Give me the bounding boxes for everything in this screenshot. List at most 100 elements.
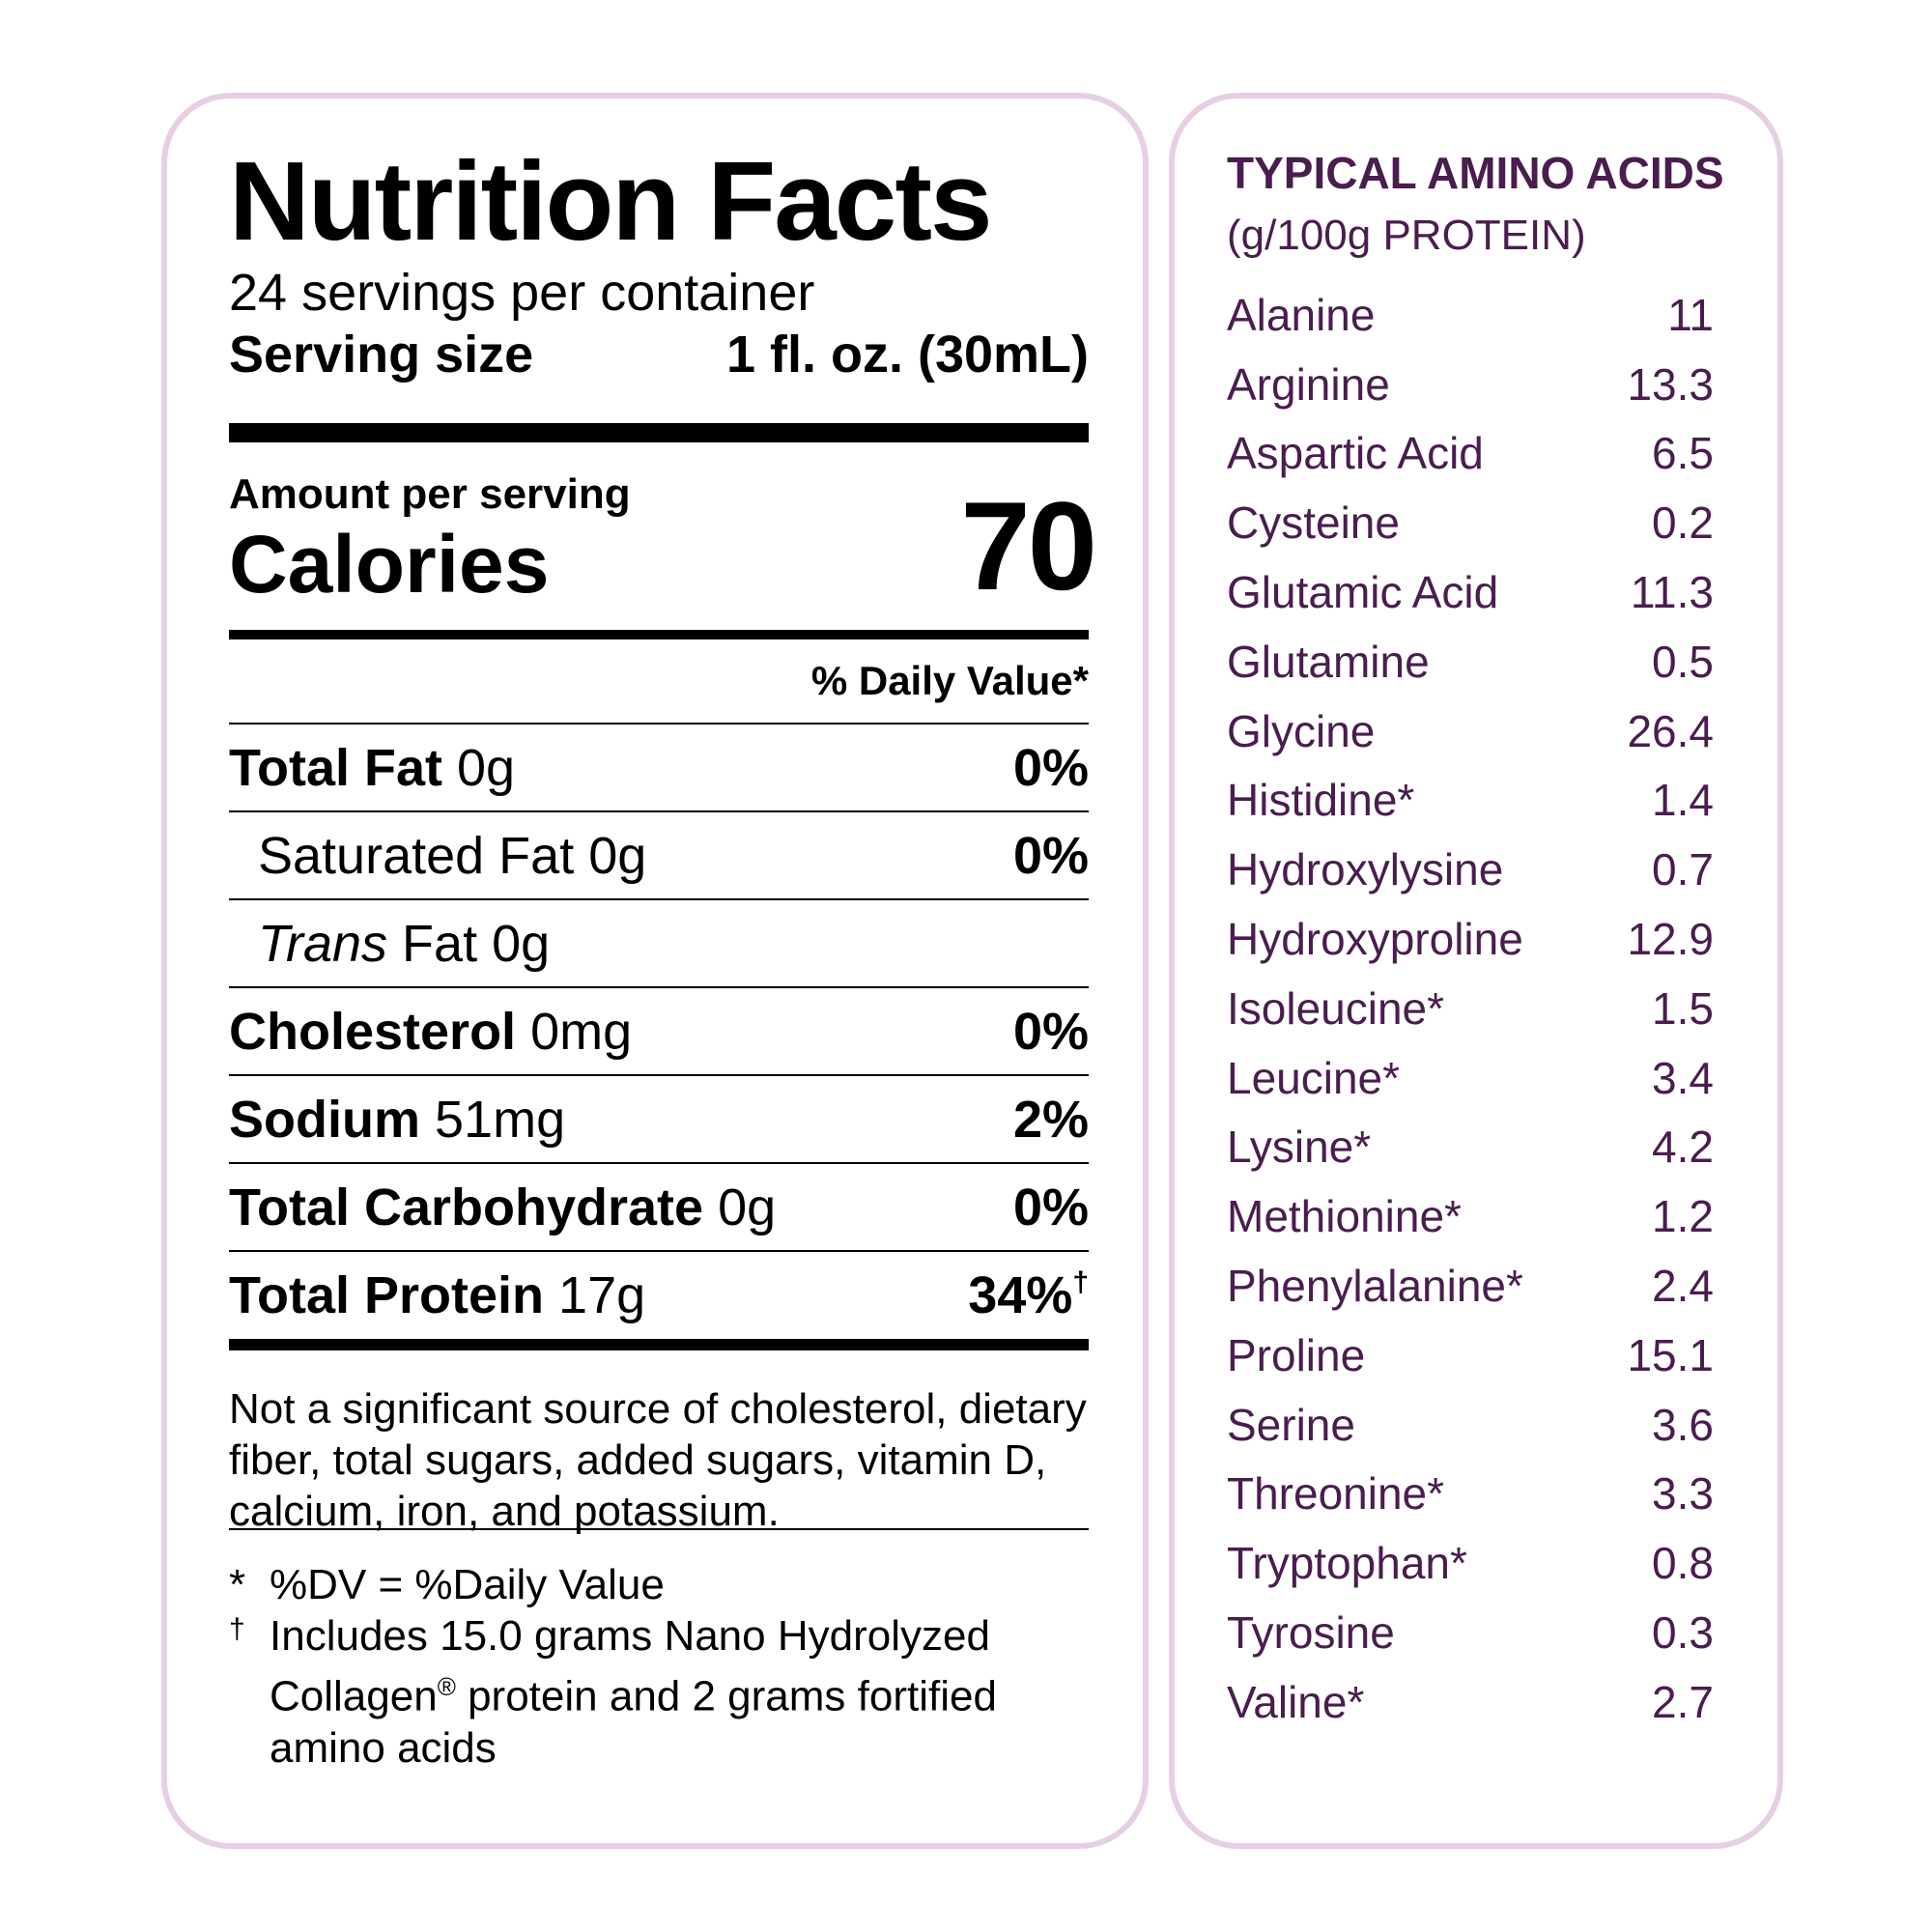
amino-acid-name: Tyrosine <box>1227 1607 1395 1659</box>
amino-acid-row: Isoleucine* 1.5 <box>1227 974 1714 1043</box>
medium-divider <box>229 630 1089 639</box>
amino-acid-name: Phenylalanine* <box>1227 1261 1523 1312</box>
amino-acid-row: Glycine 26.4 <box>1227 696 1714 766</box>
amino-acid-name: Methionine* <box>1227 1191 1462 1242</box>
amino-acid-name: Isoleucine* <box>1227 982 1445 1034</box>
footnote-divider <box>229 1528 1089 1530</box>
row-divider <box>229 1250 1089 1252</box>
amino-acid-row: Valine* 2.7 <box>1227 1667 1714 1737</box>
amino-acid-row: Histidine* 1.4 <box>1227 766 1714 836</box>
dagger-mark: † <box>1072 1266 1089 1298</box>
nutrient-name: Total Fat <box>229 738 442 797</box>
amino-acid-row: Hydroxyproline 12.9 <box>1227 904 1714 974</box>
amino-acid-value: 0.3 <box>1652 1607 1714 1659</box>
amino-acid-row: Threonine* 3.3 <box>1227 1460 1714 1529</box>
amino-acid-name: Tryptophan* <box>1227 1538 1467 1589</box>
footnote-text: %DV = %Daily Value <box>270 1561 665 1608</box>
amino-acid-row: Serine 3.6 <box>1227 1390 1714 1460</box>
amino-acid-list: Alanine 11 Arginine 13.3 Aspartic Acid 6.5 Cys… <box>1227 280 1714 1737</box>
nutrient-amount: 0g <box>588 826 647 885</box>
nutrient-label: Cholesterol 0mg <box>229 1006 632 1058</box>
footnote-symbol: † <box>229 1613 245 1645</box>
nutrient-row: Sodium 51mg 2% <box>229 1076 1089 1162</box>
amino-acid-row: Leucine* 3.4 <box>1227 1043 1714 1113</box>
amino-acid-name: Arginine <box>1227 358 1390 410</box>
nutrient-row: Trans Fat 0g <box>229 900 1089 986</box>
row-divider <box>229 723 1089 724</box>
nutrient-name: Saturated Fat <box>258 826 575 885</box>
nutrient-label: Total Fat 0g <box>229 742 515 794</box>
amino-acid-name: Glycine <box>1227 705 1376 756</box>
amino-acid-row: Hydroxylysine 0.7 <box>1227 835 1714 904</box>
footnote-symbol: * <box>229 1561 246 1608</box>
daily-value-header: % Daily Value* <box>810 658 1089 703</box>
amino-acid-name: Aspartic Acid <box>1227 428 1484 479</box>
amino-acid-value: 6.5 <box>1652 428 1714 479</box>
amino-acid-value: 0.7 <box>1652 844 1714 895</box>
serving-size-value: 1 fl. oz. (30mL) <box>725 326 1089 384</box>
amino-acid-value: 2.7 <box>1652 1676 1714 1727</box>
nutrient-amount: 17g <box>558 1265 646 1324</box>
nutrient-row: Saturated Fat 0g 0% <box>229 812 1089 898</box>
amino-acids-title: TYPICAL AMINO ACIDS <box>1227 148 1724 198</box>
amino-acid-value: 0.5 <box>1652 636 1714 687</box>
amino-acid-name: Glutamic Acid <box>1227 567 1499 618</box>
amino-acid-value: 4.2 <box>1652 1122 1714 1173</box>
calories-value: 70 <box>960 475 1097 616</box>
amino-acid-row: Lysine* 4.2 <box>1227 1113 1714 1182</box>
amount-per-serving: Amount per serving <box>229 470 631 518</box>
amino-acid-name: Hydroxylysine <box>1227 844 1504 895</box>
amino-acid-row: Arginine 13.3 <box>1227 350 1714 419</box>
nutrient-daily-value: 0% <box>1013 742 1089 794</box>
footnote-dv: * %DV = %Daily Value <box>229 1559 1089 1610</box>
amino-acid-value: 1.4 <box>1652 775 1714 826</box>
footnote-text-part: protein and 2 grams fortified amino acid… <box>270 1672 997 1772</box>
nutrient-row: Cholesterol 0mg 0% <box>229 988 1089 1074</box>
amino-acids-panel: TYPICAL AMINO ACIDS (g/100g PROTEIN) Ala… <box>1169 93 1783 1849</box>
nutrient-row: Total Carbohydrate 0g 0% <box>229 1164 1089 1250</box>
nutrient-daily-value: 0% <box>1013 1181 1089 1234</box>
nutrient-amount: 0g <box>718 1178 777 1236</box>
amino-acid-value: 26.4 <box>1627 705 1714 756</box>
amino-acid-value: 1.5 <box>1652 982 1714 1034</box>
daily-value-percent: 0% <box>1012 738 1089 797</box>
daily-value-percent: 34% <box>968 1266 1073 1324</box>
amino-acids-subtitle: (g/100g PROTEIN) <box>1227 212 1586 259</box>
row-divider <box>229 898 1089 900</box>
amino-acid-value: 15.1 <box>1627 1329 1714 1380</box>
amino-acid-name: Leucine* <box>1227 1052 1401 1103</box>
nutrition-note: Not a significant source of cholesterol,… <box>229 1385 1087 1535</box>
row-divider <box>229 986 1089 988</box>
serving-size-row: Serving size 1 fl. oz. (30mL) <box>229 328 1089 381</box>
nutrient-amount: 0mg <box>530 1002 633 1061</box>
amino-acid-row: Glutamic Acid 11.3 <box>1227 557 1714 627</box>
amino-acid-value: 1.2 <box>1652 1191 1714 1242</box>
amino-acid-value: 3.3 <box>1652 1468 1714 1520</box>
amino-acid-name: Hydroxyproline <box>1227 914 1523 965</box>
thick-divider <box>229 423 1089 442</box>
nutrient-amount: 0g <box>457 738 516 797</box>
nutrient-label: Total Carbohydrate 0g <box>229 1181 776 1234</box>
nutrient-label: Sodium 51mg <box>229 1094 565 1146</box>
nutrient-label: Total Protein 17g <box>229 1269 645 1321</box>
serving-size-label: Serving size <box>229 326 534 384</box>
daily-value-percent: 0% <box>1012 826 1089 885</box>
amino-acid-value: 11.3 <box>1630 567 1714 618</box>
amino-acid-value: 3.4 <box>1652 1052 1714 1103</box>
amino-acid-name: Alanine <box>1227 289 1376 340</box>
nutrient-daily-value: 0% <box>1013 830 1089 882</box>
row-divider <box>229 810 1089 812</box>
amino-acid-value: 0.8 <box>1652 1538 1714 1589</box>
amino-acid-row: Tryptophan* 0.8 <box>1227 1528 1714 1598</box>
amino-acid-row: Aspartic Acid 6.5 <box>1227 419 1714 489</box>
footnote-text-part: Includes 15.0 grams Nano Hydrolyzed Coll… <box>270 1612 990 1720</box>
thick-divider <box>229 1339 1089 1350</box>
nutrient-row: Total Protein 17g 34%† <box>229 1252 1089 1338</box>
amino-acid-row: Cysteine 0.2 <box>1227 488 1714 557</box>
nutrient-label: Trans Fat 0g <box>229 918 550 970</box>
amino-acid-value: 11 <box>1667 289 1714 340</box>
nutrient-daily-value: 0% <box>1013 1006 1089 1058</box>
amino-acid-row: Alanine 11 <box>1227 280 1714 350</box>
amino-acid-name: Glutamine <box>1227 636 1430 687</box>
nutrient-amount: Fat 0g <box>402 914 551 973</box>
